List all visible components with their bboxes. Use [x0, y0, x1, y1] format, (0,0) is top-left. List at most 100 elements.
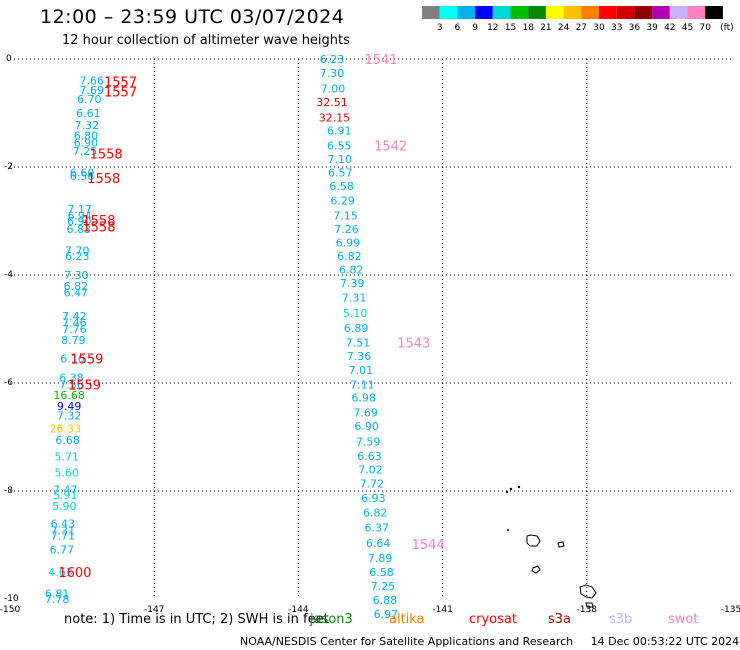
- legend-swatch: [492, 6, 511, 19]
- wave-height-label: 7.31: [342, 292, 367, 305]
- legend-swatch: [581, 6, 599, 19]
- pass-number-label: 1558: [90, 148, 123, 163]
- wave-height-label: 4.63: [48, 566, 73, 579]
- island-dot: [505, 490, 509, 494]
- wave-height-label: 5.91: [53, 489, 78, 502]
- pass-number-label: 1559: [70, 353, 103, 368]
- latitude-tick-label: -6: [4, 378, 13, 388]
- island-dot: [507, 529, 509, 531]
- satellite-label: s3b: [609, 612, 633, 627]
- legend-label: 42: [664, 23, 675, 33]
- wave-height-label: 6.90: [354, 420, 379, 433]
- satellite-label: jason3: [310, 612, 353, 627]
- wave-height-label: 6.23: [320, 53, 345, 66]
- island-outline: [579, 584, 597, 599]
- wave-height-label: 7.10: [327, 153, 352, 166]
- legend-swatch: [687, 6, 706, 19]
- wave-height-label: 7.66: [79, 75, 104, 88]
- island-outline: [585, 602, 594, 608]
- legend-label: 33: [611, 23, 622, 33]
- wave-height-label: 32.51: [316, 96, 348, 109]
- wave-height-label: 9.49: [57, 400, 82, 413]
- wave-height-label: 7.30: [320, 67, 345, 80]
- wave-height-label: 7.39: [340, 277, 365, 290]
- wave-height-label: 5.71: [54, 450, 79, 463]
- latitude-tick-label: -8: [4, 486, 13, 496]
- wave-height-label: 7.25: [73, 145, 98, 158]
- wave-height-label: 7.51: [346, 337, 371, 350]
- legend-swatch: [457, 6, 476, 19]
- generated-timestamp: 14 Dec 00:53:22 UTC 2024: [590, 635, 740, 648]
- longitude-tick-label: -144: [288, 605, 309, 615]
- legend-label: 70: [699, 23, 711, 33]
- wave-height-label: 6.37: [364, 522, 389, 535]
- legend-swatch: [545, 6, 564, 19]
- wave-height-label: 7.31: [51, 524, 76, 537]
- legend-swatch: [439, 6, 458, 19]
- wave-height-label: 6.89: [344, 322, 369, 335]
- longitude-tick-label: -147: [144, 605, 164, 615]
- lat-lon-grid: [10, 58, 731, 599]
- pass-number-label: 1559: [68, 379, 101, 394]
- wave-height-labels: 7.667.696.706.617.326.806.907.256.606.56…: [45, 53, 445, 621]
- wave-height-label: 7.17: [67, 203, 92, 216]
- wave-height-label: 6.56: [70, 170, 95, 183]
- wave-height-label: 7.47: [53, 483, 78, 496]
- wave-height-label: 6.90: [67, 215, 92, 228]
- wave-height-label: 6.70: [77, 93, 102, 106]
- wave-height-label: 6.99: [336, 237, 361, 250]
- island-outline: [557, 541, 565, 548]
- wave-height-label: 6.43: [51, 517, 76, 530]
- pass-number-label: 1600: [58, 566, 91, 581]
- legend-label: 21: [540, 23, 551, 33]
- satellite-label: altika: [389, 612, 425, 627]
- wave-height-label: 6.82: [64, 280, 89, 293]
- legend-swatch: [528, 6, 546, 19]
- wave-height-label: 7.56: [59, 379, 84, 392]
- wave-height-label: 6.82: [363, 507, 388, 520]
- wave-height-label: 6.58: [329, 180, 354, 193]
- wave-height-label: 7.11: [350, 379, 375, 392]
- longitude-tick-label: -141: [432, 605, 452, 615]
- legend-label: 12: [487, 23, 498, 33]
- wave-height-label: 7.42: [62, 310, 87, 323]
- wave-height-label: 6.77: [50, 543, 75, 556]
- pass-number-label: 1557: [104, 76, 137, 91]
- wave-height-label: 7.59: [356, 435, 381, 448]
- wave-height-label: 7.89: [368, 552, 393, 565]
- wave-height-label: 7.25: [371, 580, 396, 593]
- legend-label: 3: [437, 23, 443, 33]
- wave-height-label: 6.55: [327, 139, 352, 152]
- legend-label: 27: [576, 23, 587, 33]
- wave-height-label: 6.16: [60, 353, 85, 366]
- legend-label: 18: [522, 23, 534, 33]
- wave-height-label: 6.60: [70, 166, 95, 179]
- legend-swatch: [563, 6, 582, 19]
- wave-height-label: 6.90: [74, 137, 99, 150]
- wave-height-label: 5.90: [52, 500, 77, 513]
- legend-swatch: [634, 6, 653, 19]
- wave-height-label: 8.79: [61, 334, 86, 347]
- wave-height-label: 6.64: [366, 537, 391, 550]
- wave-height-label: 7.70: [65, 245, 90, 258]
- wave-height-label: 6.38: [59, 372, 84, 385]
- wave-height-label: 7.76: [62, 323, 87, 336]
- wave-height-label: 5.10: [343, 307, 368, 320]
- wave-height-label: 6.91: [327, 124, 352, 137]
- wave-height-label: 6.23: [65, 250, 90, 263]
- page-subtitle: 12 hour collection of altimeter wave hei…: [62, 33, 350, 48]
- pass-number-label: 1541: [365, 53, 398, 68]
- wave-height-label: 6.61: [76, 107, 101, 120]
- legend-swatch: [669, 6, 688, 19]
- wave-height-label: 6.80: [74, 130, 99, 143]
- pass-number-label: 1542: [374, 139, 407, 154]
- wave-height-label: 6.47: [64, 286, 89, 299]
- wave-height-label: 6.82: [337, 250, 362, 263]
- pass-number-label: 1543: [397, 337, 430, 352]
- wave-height-label: 7.69: [79, 84, 104, 97]
- wave-height-label: 6.83: [66, 223, 91, 236]
- credit-text: NOAA/NESDIS Center for Satellite Applica…: [240, 635, 574, 648]
- wave-height-label: 7.02: [358, 463, 383, 476]
- wave-height-label: 7.26: [334, 223, 359, 236]
- wave-height-label: 5.60: [54, 467, 79, 480]
